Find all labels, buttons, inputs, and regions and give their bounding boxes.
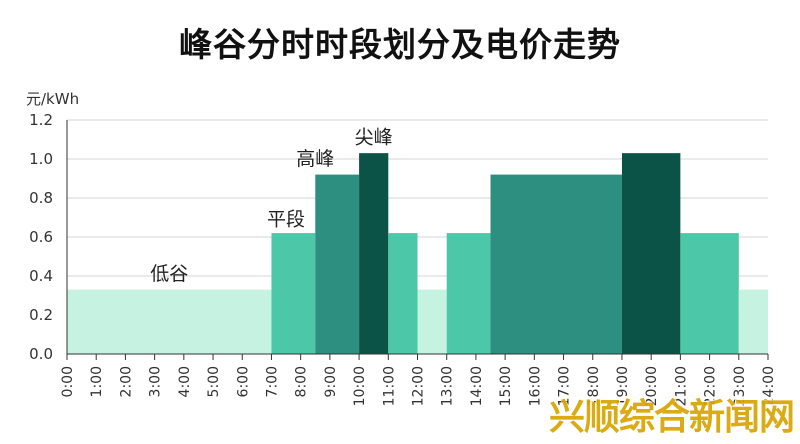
axes: [66, 120, 769, 360]
bar-segment: [315, 174, 360, 354]
period-annotation: 平段: [267, 208, 305, 230]
bar-segment: [67, 289, 272, 354]
x-tick-label: 14:00: [469, 366, 485, 406]
bar-segment: [490, 174, 622, 354]
x-tick-label: 4:00: [177, 366, 193, 397]
bar-segment: [446, 233, 491, 354]
bar-segment: [680, 233, 739, 354]
x-tick-label: 10:00: [352, 366, 368, 406]
bar-segment: [388, 233, 418, 354]
y-tick-label: 1.2: [29, 111, 53, 129]
x-tick-label: 21:00: [673, 366, 689, 406]
y-tick-label: 0.6: [29, 228, 53, 246]
x-tick-label: 0:00: [60, 366, 76, 397]
y-tick-label: 0.0: [29, 345, 53, 363]
bar-segment: [738, 289, 768, 354]
period-annotation: 低谷: [150, 263, 188, 285]
bar-segment: [417, 289, 447, 354]
x-tick-label: 3:00: [148, 366, 164, 397]
bar-segment: [359, 153, 389, 354]
y-tick-labels: 0.0 0.2 0.4 0.6 0.8 1.0 1.2: [29, 111, 53, 363]
chart-title: 峰谷分时时段划分及电价走势: [179, 25, 621, 64]
x-tick-label: 12:00: [411, 366, 427, 406]
x-tick-labels: 0:00 1:00 2:00 3:00 4:00 5:00 6:00 7:00 8:00 9:00…: [60, 366, 777, 406]
x-tick-label: 19:00: [615, 366, 631, 406]
x-tick-label: 16:00: [527, 366, 543, 406]
watermark-logo: 兴顺综合新闻网: [548, 397, 795, 438]
y-axis-unit-label: 元/kWh: [26, 90, 80, 108]
x-tick-label: 24:00: [761, 366, 777, 406]
period-annotation: 尖峰: [355, 126, 393, 148]
y-tick-label: 1.0: [29, 150, 53, 168]
bar-segment: [621, 153, 681, 354]
y-tick-label: 0.2: [29, 306, 53, 324]
x-tick-label: 17:00: [557, 366, 573, 406]
period-annotation: 高峰: [296, 148, 334, 170]
x-tick-label: 1:00: [89, 366, 105, 397]
x-tick-label: 5:00: [206, 366, 222, 397]
x-tick-label: 18:00: [586, 366, 602, 406]
x-tick-label: 2:00: [118, 366, 134, 397]
x-tick-label: 11:00: [381, 366, 397, 406]
bars: [67, 153, 768, 354]
x-tick-label: 15:00: [498, 366, 514, 406]
x-tick-label: 13:00: [440, 366, 456, 406]
x-tick-label: 22:00: [703, 366, 719, 406]
x-tick-label: 6:00: [235, 366, 251, 397]
x-tick-label: 9:00: [323, 366, 339, 397]
y-tick-label: 0.4: [29, 267, 53, 285]
bar-segment: [271, 233, 316, 354]
x-tick-label: 8:00: [294, 366, 310, 397]
y-tick-label: 0.8: [29, 189, 53, 207]
x-tick-label: 7:00: [264, 366, 280, 397]
x-tick-label: 23:00: [732, 366, 748, 406]
x-tick-label: 20:00: [644, 366, 660, 406]
